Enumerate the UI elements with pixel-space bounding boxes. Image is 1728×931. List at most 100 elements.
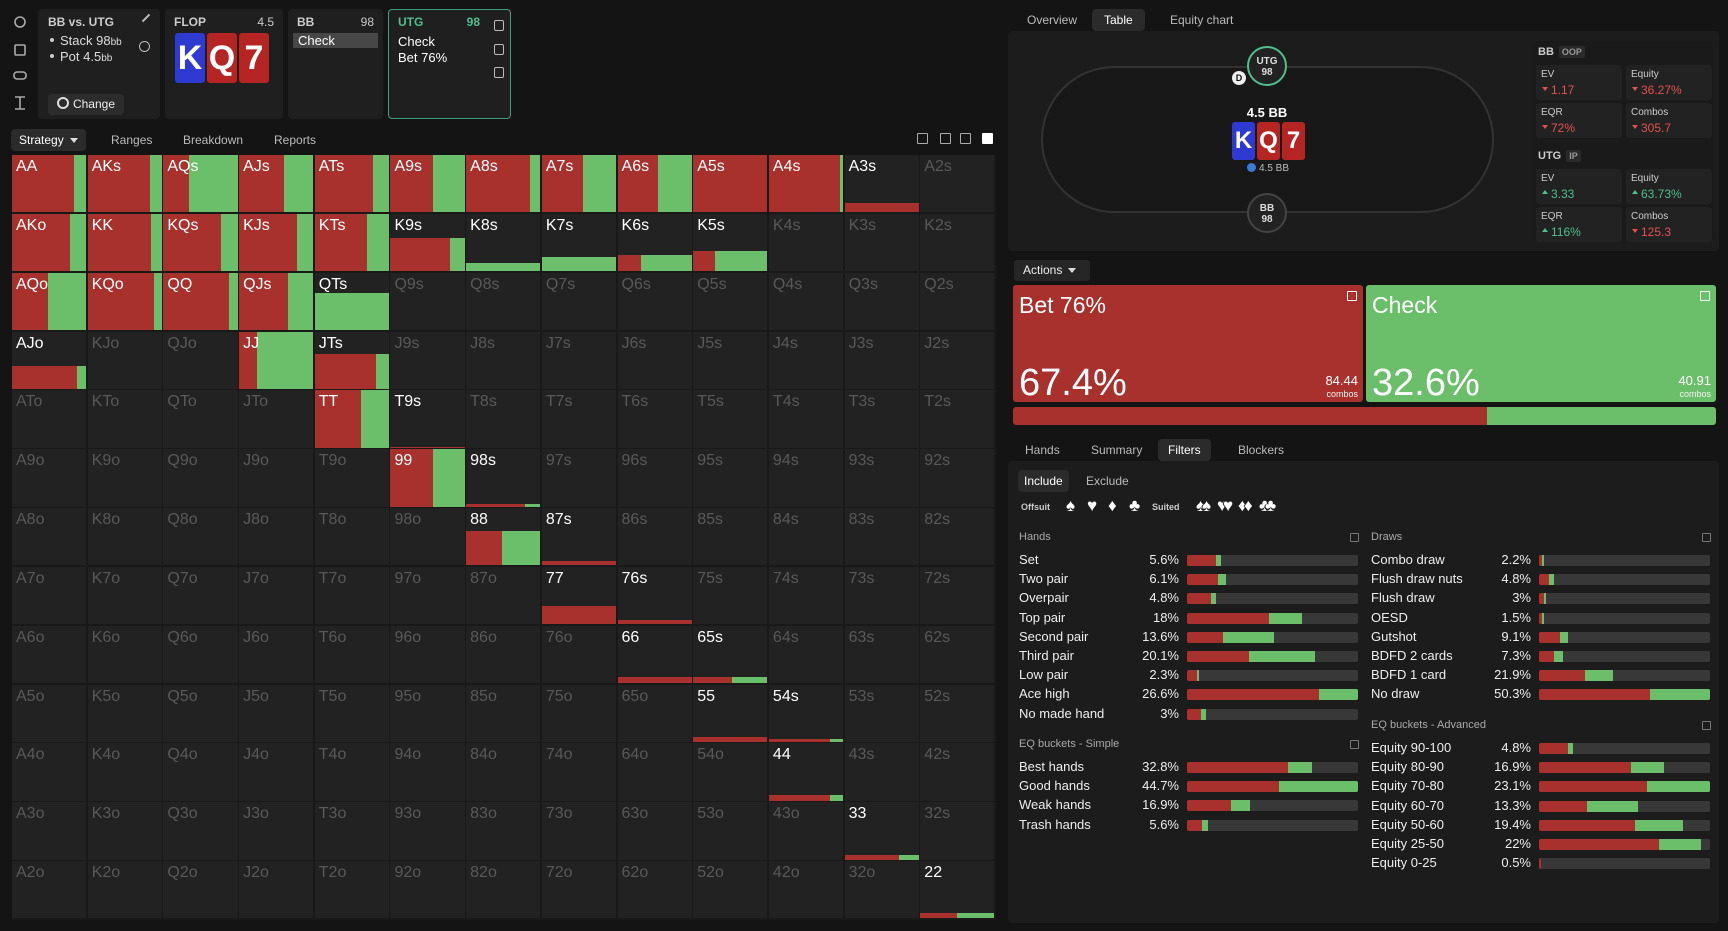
hand-cell[interactable]: K9o	[87, 449, 162, 507]
hand-cell[interactable]: 63o	[617, 802, 692, 860]
hand-cell[interactable]: A4o	[12, 743, 87, 801]
hand-cell[interactable]: 84o	[466, 743, 541, 801]
hand-cell[interactable]: 97o	[390, 566, 465, 625]
hand-cell[interactable]: 95s	[693, 449, 768, 507]
hand-cell[interactable]: 99	[390, 449, 465, 507]
hand-cell[interactable]: K4o	[87, 743, 162, 801]
hand-cell[interactable]: 75o	[541, 684, 617, 742]
hand-cell[interactable]: 98o	[390, 508, 465, 566]
hand-cell[interactable]: Q8s	[466, 272, 541, 331]
save-icon[interactable]	[14, 44, 26, 56]
hand-cell[interactable]: A6o	[12, 625, 87, 684]
hand-cell[interactable]: K4s	[768, 213, 844, 272]
strategy-tab[interactable]: Ranges	[103, 129, 160, 151]
hand-cell[interactable]: 94o	[390, 743, 465, 801]
hand-cell[interactable]: 42o	[768, 861, 844, 919]
hand-cell[interactable]: T7o	[314, 566, 389, 625]
hand-cell[interactable]: T3o	[314, 802, 389, 860]
hand-cell[interactable]: 64s	[768, 625, 844, 684]
hand-cell[interactable]: Q8o	[163, 508, 238, 566]
hand-cell[interactable]: T4o	[314, 743, 389, 801]
view-toggle-icon[interactable]	[917, 133, 928, 144]
hand-cell[interactable]: 86o	[466, 625, 541, 684]
filter-mode[interactable]: Exclude	[1086, 474, 1129, 488]
hand-cell[interactable]: Q3s	[844, 272, 919, 331]
info-icon[interactable]	[139, 41, 150, 52]
suited-filter[interactable]: ♦ ♦	[1238, 496, 1258, 516]
hand-cell[interactable]: AA	[12, 155, 87, 213]
hand-cell[interactable]: Q2o	[163, 861, 238, 919]
hand-cell[interactable]: 52o	[693, 861, 768, 919]
hand-cell[interactable]: 55	[693, 684, 768, 742]
hand-cell[interactable]: T2o	[314, 861, 389, 919]
filter-row-name[interactable]: OESD	[1371, 609, 1408, 625]
hand-cell[interactable]: J2s	[920, 331, 995, 389]
hand-cell[interactable]: J8o	[239, 508, 314, 566]
hand-cell[interactable]: J4s	[768, 331, 844, 389]
filter-row-name[interactable]: Equity 70-80	[1371, 778, 1444, 794]
hand-cell[interactable]: 92s	[920, 449, 995, 507]
hand-cell[interactable]: 87s	[541, 508, 617, 566]
filter-row-name[interactable]: Equity 25-50	[1371, 836, 1444, 851]
hand-cell[interactable]: 44	[768, 743, 844, 801]
filter-row-name[interactable]: Overpair	[1019, 590, 1069, 606]
hand-cell[interactable]: 97s	[541, 449, 617, 507]
hand-cell[interactable]: K7o	[87, 566, 162, 625]
hand-cell[interactable]: 63s	[844, 625, 919, 684]
hand-cell[interactable]: 33	[844, 802, 919, 860]
collapse-icon[interactable]	[1350, 533, 1359, 542]
filter-row-name[interactable]: Weak hands	[1019, 797, 1092, 813]
hand-cell[interactable]: J2o	[239, 861, 314, 919]
hand-cell[interactable]: A2s	[920, 155, 995, 213]
hand-cell[interactable]: AQo	[12, 272, 87, 331]
hand-cell[interactable]: 75s	[693, 566, 768, 625]
filter-row-name[interactable]: Equity 90-100	[1371, 740, 1452, 755]
hand-cell[interactable]: 43o	[768, 802, 844, 860]
hand-cell[interactable]: 72s	[920, 566, 995, 625]
hand-cell[interactable]: KTs	[314, 213, 389, 272]
hand-cell[interactable]: 54o	[693, 743, 768, 801]
seat[interactable]: BB 98	[1247, 193, 1287, 233]
hand-cell[interactable]: 96s	[617, 449, 692, 507]
hand-cell[interactable]: K9s	[390, 213, 465, 272]
hand-cell[interactable]: 83o	[466, 802, 541, 860]
hand-cell[interactable]: KTo	[87, 390, 162, 448]
hand-cell[interactable]: A7o	[12, 566, 87, 625]
collapse-icon[interactable]	[1350, 740, 1359, 749]
hand-cell[interactable]: T7s	[541, 390, 617, 448]
hand-cell[interactable]: 54s	[768, 684, 844, 742]
hand-cell[interactable]: J9o	[239, 449, 314, 507]
hand-cell[interactable]: 83s	[844, 508, 919, 566]
hand-cell[interactable]: J9s	[390, 331, 465, 389]
collapse-icon[interactable]	[1702, 721, 1711, 730]
hand-cell[interactable]: 64o	[617, 743, 692, 801]
bb-node-panel[interactable]: BB 98 Check	[288, 9, 383, 119]
hand-cell[interactable]: JJ	[239, 331, 314, 389]
hand-cell[interactable]: AKo	[12, 213, 87, 272]
hand-cell[interactable]: TT	[314, 390, 389, 448]
hand-cell[interactable]: T9s	[390, 390, 465, 448]
hand-cell[interactable]: A9s	[390, 155, 465, 213]
actions-dropdown[interactable]: Actions	[1014, 260, 1090, 281]
hand-cell[interactable]: J7s	[541, 331, 617, 389]
filter-row-name[interactable]: No made hand	[1019, 705, 1105, 721]
filter-row-name[interactable]: Ace high	[1019, 686, 1070, 702]
hand-cell[interactable]: A7s	[541, 155, 617, 213]
view-tab[interactable]: Overview	[1027, 13, 1078, 27]
hand-cell[interactable]: A2o	[12, 861, 87, 919]
hand-cell[interactable]: 32o	[844, 861, 919, 919]
filter-row-name[interactable]: BDFD 1 card	[1371, 667, 1447, 683]
hand-cell[interactable]: 76o	[541, 625, 617, 684]
filter-row-name[interactable]: Good hands	[1019, 778, 1090, 794]
hand-cell[interactable]: 92o	[390, 861, 465, 919]
hand-cell[interactable]: K2o	[87, 861, 162, 919]
hand-cell[interactable]: J6o	[239, 625, 314, 684]
hand-cell[interactable]: 74o	[541, 743, 617, 801]
hand-cell[interactable]: A5s	[693, 155, 768, 213]
utg-node-panel[interactable]: UTG 98 Check Bet 76%	[388, 9, 511, 119]
hand-cell[interactable]: T8s	[466, 390, 541, 448]
hand-cell[interactable]: 43s	[844, 743, 919, 801]
hand-cell[interactable]: 94s	[768, 449, 844, 507]
hand-cell[interactable]: A8o	[12, 508, 87, 566]
hand-cell[interactable]: 22	[920, 861, 995, 919]
